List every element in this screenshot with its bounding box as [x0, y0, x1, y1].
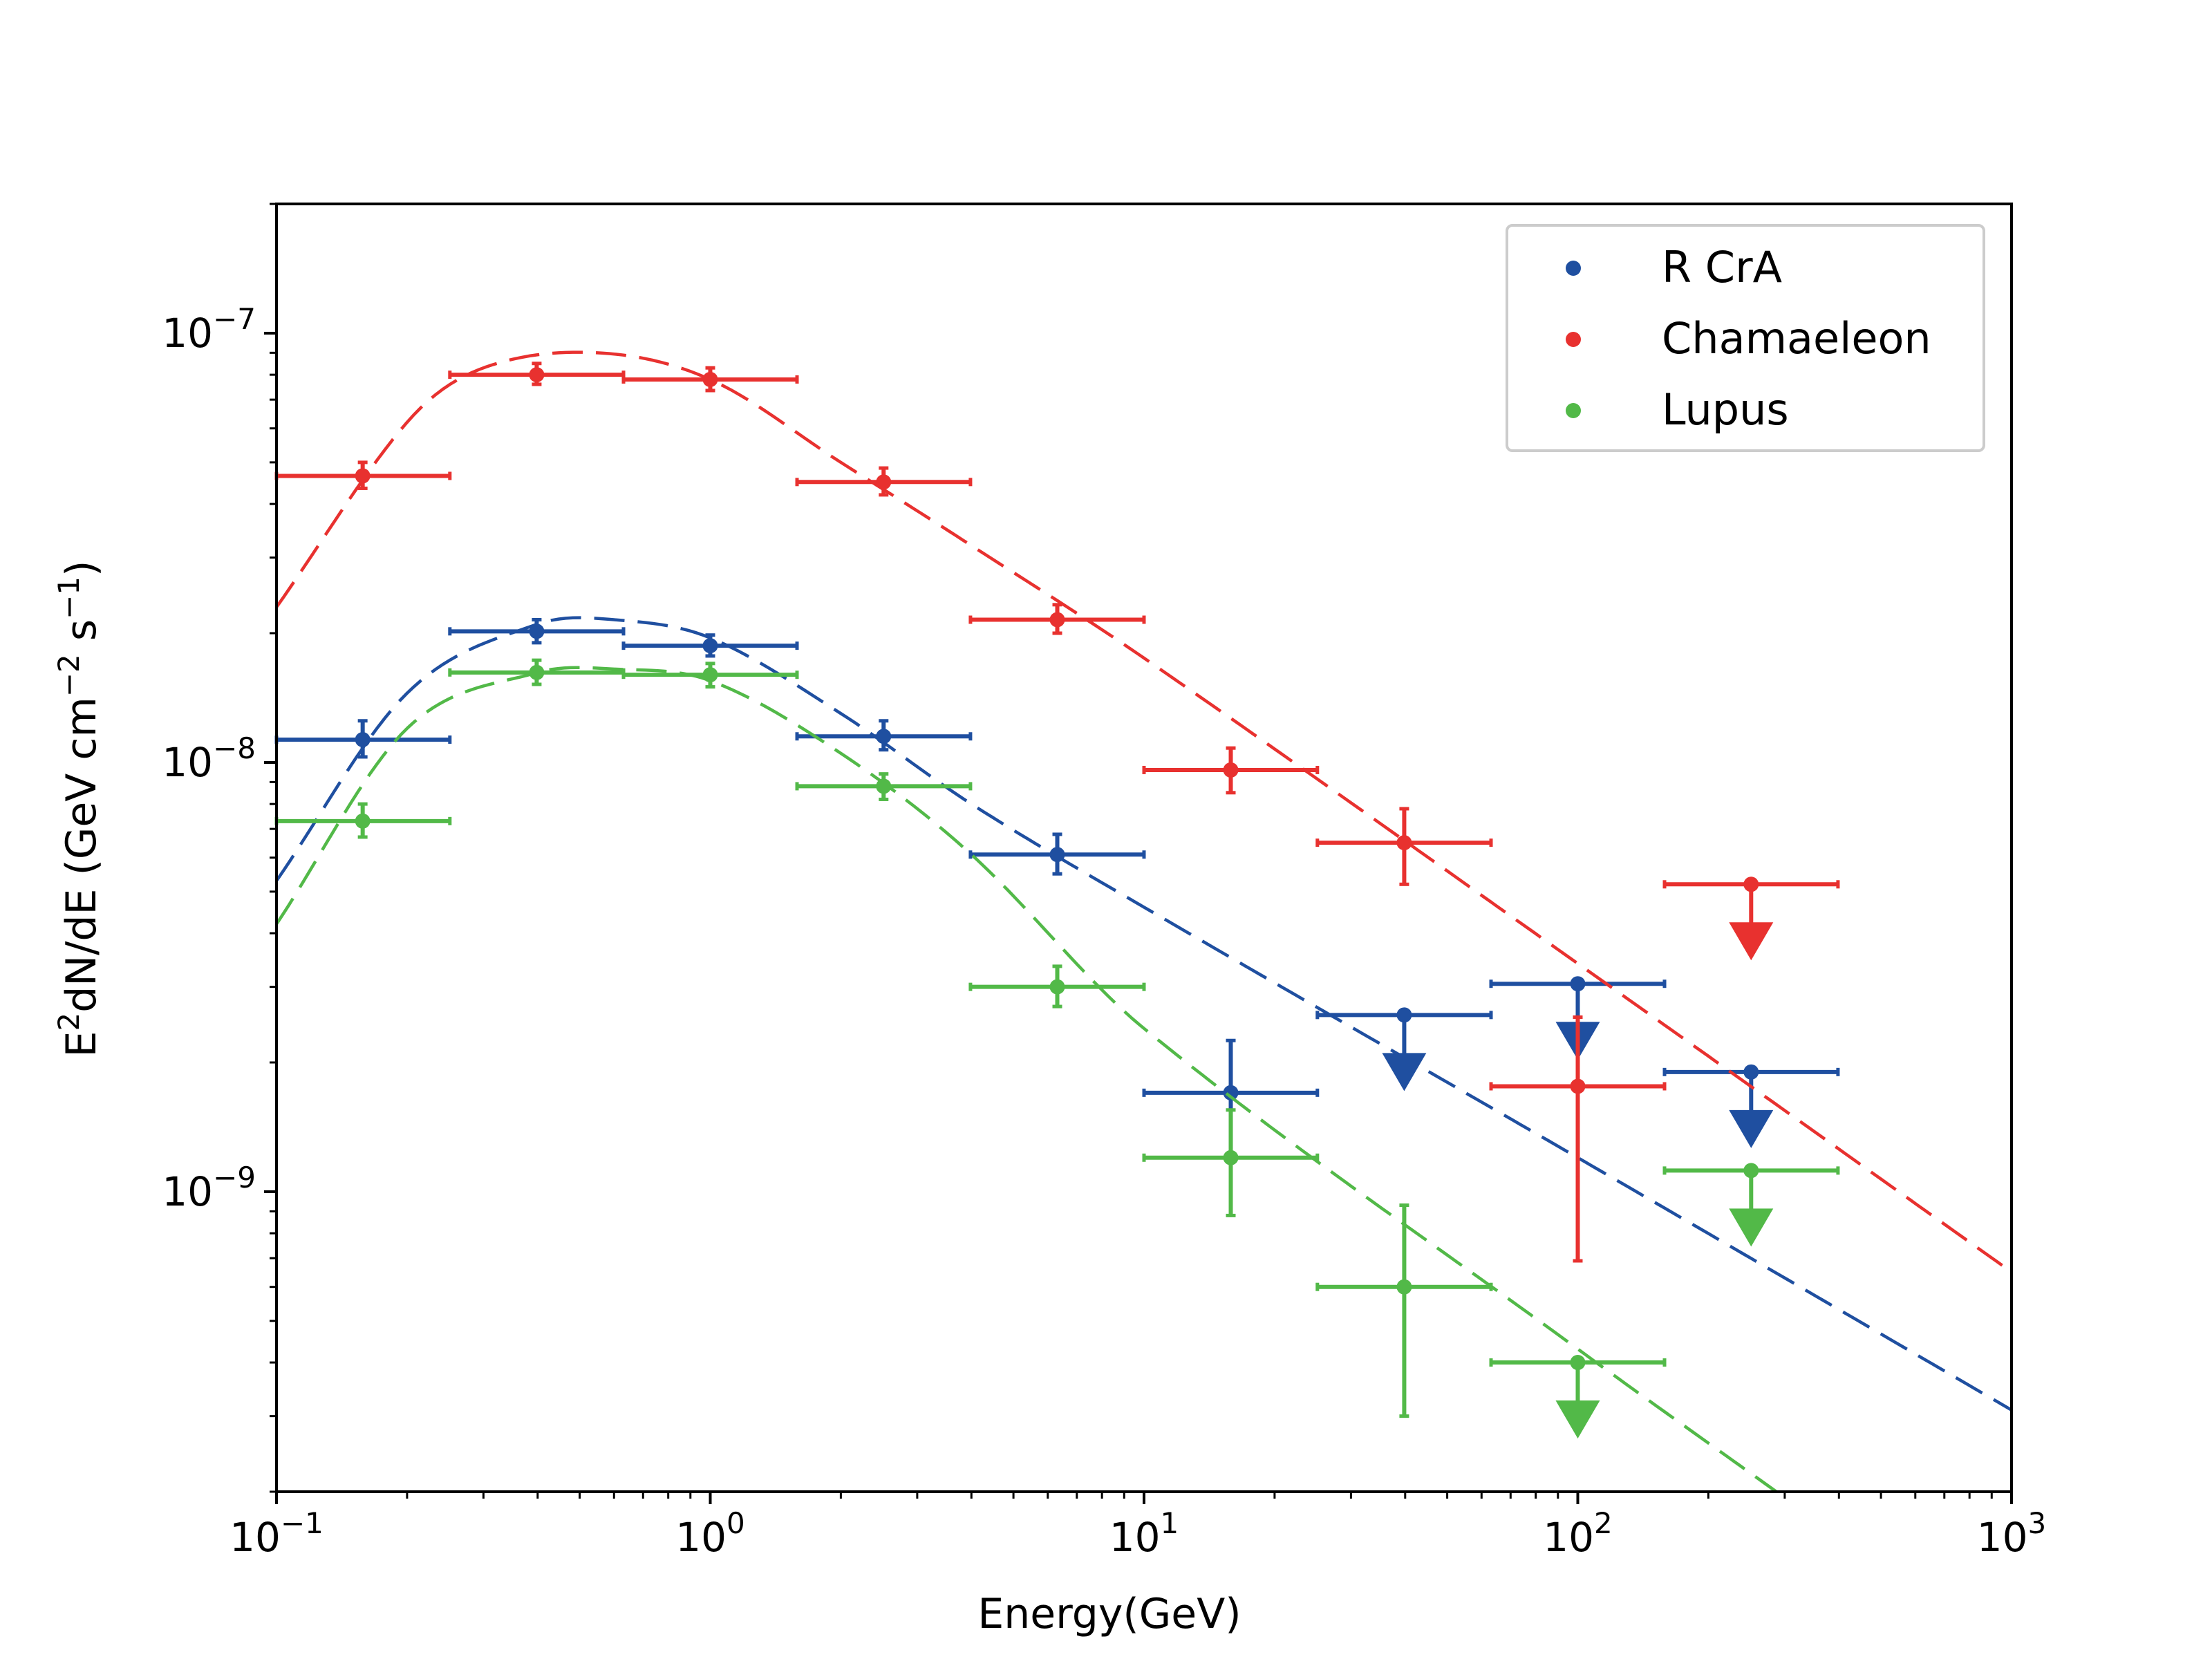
data-marker [702, 638, 718, 654]
data-point [274, 460, 452, 490]
series-chamaeleon [274, 350, 2012, 1273]
x-tick-label: 102 [1543, 1506, 1613, 1561]
x-tick-label: 103 [1977, 1506, 2047, 1561]
data-point [795, 719, 973, 752]
data-marker [702, 371, 718, 387]
legend-label-r-cra: R CrA [1662, 242, 1782, 292]
legend-box [1506, 224, 1985, 452]
x-tick-label: 100 [675, 1506, 745, 1561]
data-marker [355, 731, 371, 747]
data-marker [1049, 612, 1065, 628]
data-marker [1743, 1064, 1759, 1080]
data-marker [1396, 1279, 1412, 1295]
upper-limit-arrow [1729, 1109, 1774, 1148]
data-point [795, 466, 973, 497]
legend-marker-lupus [1566, 403, 1581, 418]
x-axis-label: Energy(GeV) [977, 1590, 1241, 1638]
data-marker [529, 624, 545, 639]
data-point [1315, 1203, 1493, 1418]
data-point [1662, 1064, 1840, 1148]
data-point [1489, 1355, 1667, 1439]
data-marker [1223, 1150, 1239, 1165]
data-marker [1743, 1163, 1759, 1179]
x-tick-label: 10−1 [229, 1506, 324, 1561]
upper-limit-arrow [1729, 1208, 1774, 1247]
data-point [1662, 1163, 1840, 1247]
data-point [795, 772, 973, 801]
data-marker [1743, 877, 1759, 892]
y-tick-label: 10−8 [162, 731, 256, 786]
data-point [968, 832, 1146, 876]
model-curve-r-cra [276, 616, 2012, 1412]
upper-limit-arrow [1729, 922, 1774, 961]
data-marker [355, 468, 371, 484]
data-point [968, 603, 1146, 635]
data-marker [1570, 1078, 1586, 1094]
data-point [1142, 1108, 1320, 1217]
legend-label-lupus: Lupus [1662, 384, 1789, 435]
upper-limit-arrow [1555, 1400, 1600, 1439]
data-marker [1570, 1355, 1586, 1371]
data-marker [876, 474, 892, 490]
data-point [448, 658, 626, 686]
y-tick-label: 10−7 [162, 302, 256, 357]
series-lupus [274, 658, 1840, 1492]
data-point [1142, 746, 1320, 795]
model-curve-lupus [276, 666, 1778, 1492]
data-point [1662, 877, 1840, 961]
data-point [621, 366, 799, 393]
legend-marker-chamaeleon [1566, 332, 1581, 347]
data-point [621, 633, 799, 658]
data-point [1315, 807, 1493, 886]
data-marker [1223, 762, 1239, 778]
data-marker [876, 778, 892, 794]
x-tick-label: 101 [1109, 1506, 1179, 1561]
legend: R CrA Chamaeleon Lupus [1506, 224, 1985, 452]
data-marker [529, 367, 545, 383]
data-marker [355, 813, 371, 829]
data-marker [1396, 835, 1412, 851]
data-marker [1223, 1085, 1239, 1100]
data-marker [876, 729, 892, 744]
data-marker [529, 664, 545, 680]
data-marker [1049, 847, 1065, 863]
data-marker [1049, 979, 1065, 995]
data-marker [702, 667, 718, 683]
data-marker [1570, 976, 1586, 992]
data-point [1315, 1007, 1493, 1091]
series-layer [274, 350, 2012, 1492]
legend-label-chamaeleon: Chamaeleon [1662, 313, 1931, 364]
model-curve-chamaeleon [276, 350, 2012, 1273]
y-tick-label: 10−9 [162, 1161, 256, 1215]
legend-marker-r-cra [1566, 261, 1581, 276]
data-marker [1396, 1007, 1412, 1023]
y-axis-label: E2dN/dE (GeV cm−2 s−1) [52, 561, 106, 1058]
upper-limit-arrow [1382, 1053, 1427, 1091]
data-point [448, 362, 626, 386]
data-point [621, 662, 799, 689]
axes-layer: 10−1 100 101 102 103 10−9 10−8 10−7 [162, 203, 2047, 1561]
data-point [448, 617, 626, 645]
data-point [1489, 1015, 1667, 1263]
data-point [968, 964, 1146, 1009]
